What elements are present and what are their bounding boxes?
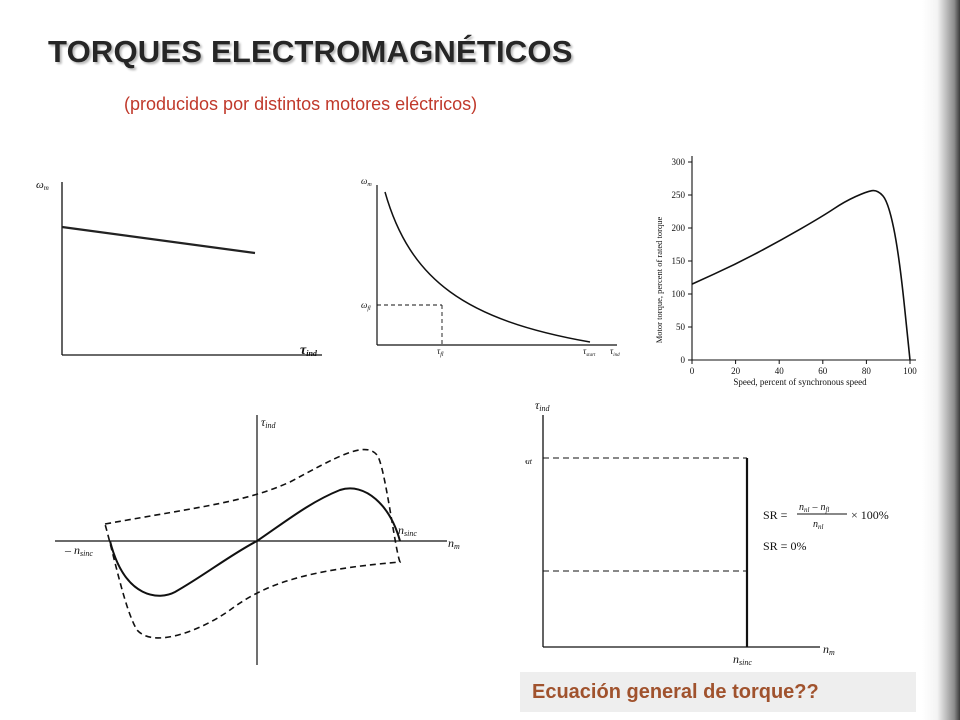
- footer-question: Ecuación general de torque??: [520, 672, 916, 712]
- chart-y-tick-label: 250: [672, 190, 686, 200]
- y-axis-label: τind: [535, 398, 551, 413]
- tau-start-label: τstart: [583, 346, 596, 358]
- svg-text:SR = 0%: SR = 0%: [763, 539, 806, 553]
- tau-fl-label: τfl: [437, 346, 444, 358]
- chart-series-line: [691, 189, 911, 361]
- speed-torque-curve: [384, 191, 591, 343]
- torque-curve: [109, 487, 401, 597]
- y-axis-label: τind: [261, 415, 277, 430]
- svg-text:nnl–nfl: nnl – nfl: [799, 502, 829, 514]
- x-axis-label: nm: [448, 536, 460, 551]
- omega-fl-label: ωfl: [361, 300, 371, 312]
- page-title: TORQUES ELECTROMAGNÉTICOS: [48, 34, 573, 69]
- sync-label: nsinc: [733, 652, 752, 667]
- y-axis-label: ωm: [36, 179, 49, 192]
- graph-shunt-motor: ωm τind: [36, 179, 322, 358]
- slip-formula: SR = nnl – nfl nnl × 100% SR = 0%: [763, 502, 889, 553]
- chart-y-tick-label: 300: [672, 157, 686, 167]
- svg-text:SR =: SR =: [763, 508, 788, 522]
- y-axis-label: ωm: [361, 176, 372, 188]
- page-subtitle: (producidos por distintos motores eléctr…: [124, 94, 478, 114]
- svg-text:× 100%: × 100%: [851, 508, 889, 522]
- slide-right-edge: [922, 0, 960, 720]
- graph-induction-motor: 0 20 40 60 80 100 0 50 100 150 200 250 300 Motor tor…: [654, 156, 917, 387]
- chart-plot-area: 0 20 40 60 80 100 0 50 100 150 200 250 300: [672, 156, 917, 376]
- pullout-label: τpullout: [525, 450, 533, 466]
- chart-x-tick-label: 20: [731, 366, 741, 376]
- x-axis-label: τind: [610, 346, 620, 358]
- x-axis-label: nm: [823, 642, 835, 657]
- chart-x-tick-label: 80: [862, 366, 872, 376]
- chart-y-tick-label: 0: [681, 355, 686, 365]
- envelope-dashed: [103, 448, 402, 639]
- graph-synchronous-motor: τind τpullout τnom nm nsinc SR = nnl–nfl…: [525, 398, 889, 667]
- chart-x-tick-label: 100: [903, 366, 917, 376]
- chart-x-tick-label: 60: [818, 366, 828, 376]
- chart-y-tick-label: 150: [672, 256, 686, 266]
- chart-x-tick-label: 40: [775, 366, 785, 376]
- chart-y-tick-label: 100: [672, 289, 686, 299]
- chart-y-axis-label: Motor torque, percent of rated torque: [654, 217, 664, 344]
- chart-y-tick-label: 50: [676, 322, 686, 332]
- speed-torque-line: [61, 225, 256, 255]
- graph-series-motor: ωm ωfl τfl τstart τind: [361, 176, 620, 358]
- chart-x-tick-label: 0: [690, 366, 695, 376]
- pos-sync-label: nsinc: [398, 523, 417, 538]
- chart-x-axis-label: Speed, percent of synchronous speed: [733, 377, 867, 387]
- neg-sync-label: – nsinc: [64, 543, 93, 558]
- chart-y-tick-label: 200: [672, 223, 686, 233]
- x-axis-label: τind: [300, 343, 318, 358]
- graph-bidirectional-torque: τind nm nsinc – nsinc: [55, 415, 460, 665]
- svg-text:nnl: nnl: [813, 519, 824, 531]
